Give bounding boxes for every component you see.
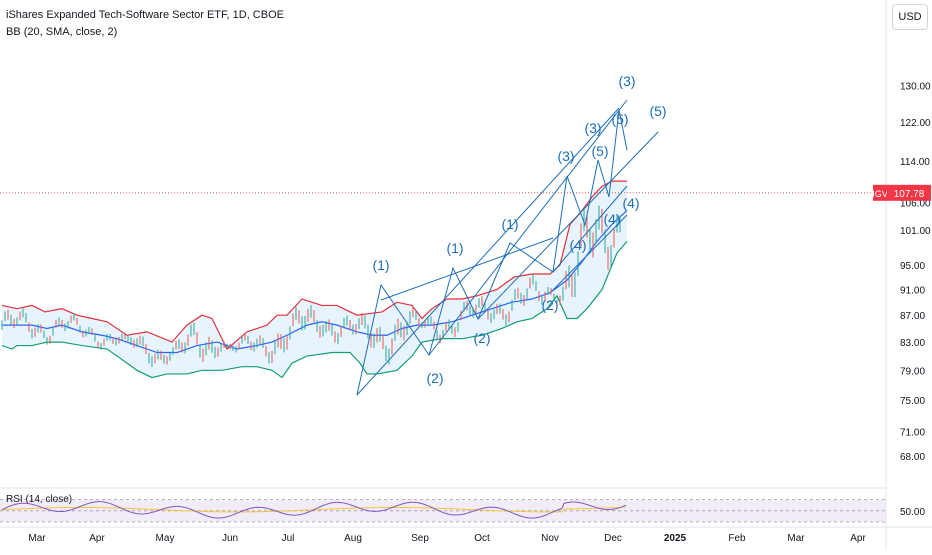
price-tick-label: 130.00 [900,82,931,93]
price-tick-label: 91.00 [900,286,925,297]
time-tick-label: Sep [411,533,429,544]
wave-label: (1) [372,257,389,273]
chart-title: iShares Expanded Tech-Software Sector ET… [6,9,284,21]
time-tick-label: Apr [850,533,866,544]
wave-line [552,214,628,291]
wave-label: (4) [569,237,586,253]
elliott-wave-drawings: (1) (2) (1) (2) (1) (2) (3) (4) (5) (3) (4) (5) (3) (… [356,73,667,396]
bollinger-lower-line [1,240,628,379]
rsi-band-fill [0,499,886,522]
wave-label: (2) [541,297,558,313]
wave-label: (5) [649,103,666,119]
wave-line [428,99,628,356]
price-tick-label: 68.00 [900,452,925,463]
wave-label: (2) [473,330,490,346]
wave-line [552,185,628,273]
rsi-line [1,501,627,519]
price-tag-bg [887,184,931,201]
price-tick-label: 87.00 [900,311,925,322]
price-tick-label: 122.00 [900,118,931,129]
time-tick-label: Jun [222,533,238,544]
price-tick-label: 75.00 [900,396,925,407]
time-tick-label: Oct [474,533,490,544]
time-tick-label: 2025 [664,533,687,544]
bollinger-legend[interactable]: BB (20, SMA, close, 2) [6,26,118,38]
price-tick-label: 95.00 [900,261,925,272]
rsi-legend: RSI (14, close) [6,494,72,505]
wave-line [356,107,620,396]
time-tick-label: Dec [604,533,622,544]
time-tick-label: Mar [787,533,805,544]
price-tag-value: 107.78 [894,189,925,200]
price-tick-label: 101.00 [900,226,931,237]
price-tag-ticker: IGV [872,189,888,199]
bollinger-fill [2,181,627,378]
wave-label: (4) [622,195,639,211]
price-tick-label: 106.00 [900,198,931,209]
currency-button[interactable]: USD [892,4,928,30]
price-tag-ticker-bg [873,184,887,201]
time-tick-label: Nov [541,533,559,544]
wave-label: (4) [603,211,620,227]
wave-label: (3) [584,120,601,136]
price-tick-label: 71.00 [900,427,925,438]
wave-label: (3) [618,73,635,89]
wave-line [380,237,554,301]
wave-label: (1) [501,216,518,232]
wave-label: (5) [611,111,628,127]
price-tick-label: 79.00 [900,366,925,377]
time-tick-label: Mar [28,533,46,544]
wave-line [477,131,659,320]
time-tick-label: Jul [282,533,295,544]
wave-label: (3) [557,148,574,164]
wave-label: (5) [591,143,608,159]
price-axis: 130.00 122.00 114.00 106.00 101.00 95.00 91.00… [900,82,931,463]
bollinger-upper-line [1,180,627,350]
price-tick-label: 114.00 [900,157,930,168]
time-tick-label: Apr [89,533,105,544]
time-axis: Mar Apr May Jun Jul Aug Sep Oct Nov Dec 2025 Feb Mar… [28,533,866,544]
time-tick-label: May [156,533,175,544]
time-tick-label: Aug [344,533,362,544]
price-tick-label: 83.00 [900,338,925,349]
wave-label: (2) [426,370,443,386]
price-bars [1,205,621,367]
time-tick-label: Feb [728,533,746,544]
bollinger-basis-line [2,210,628,354]
rsi-tick-label: 50.00 [900,507,925,518]
wave-label: (1) [446,240,463,256]
